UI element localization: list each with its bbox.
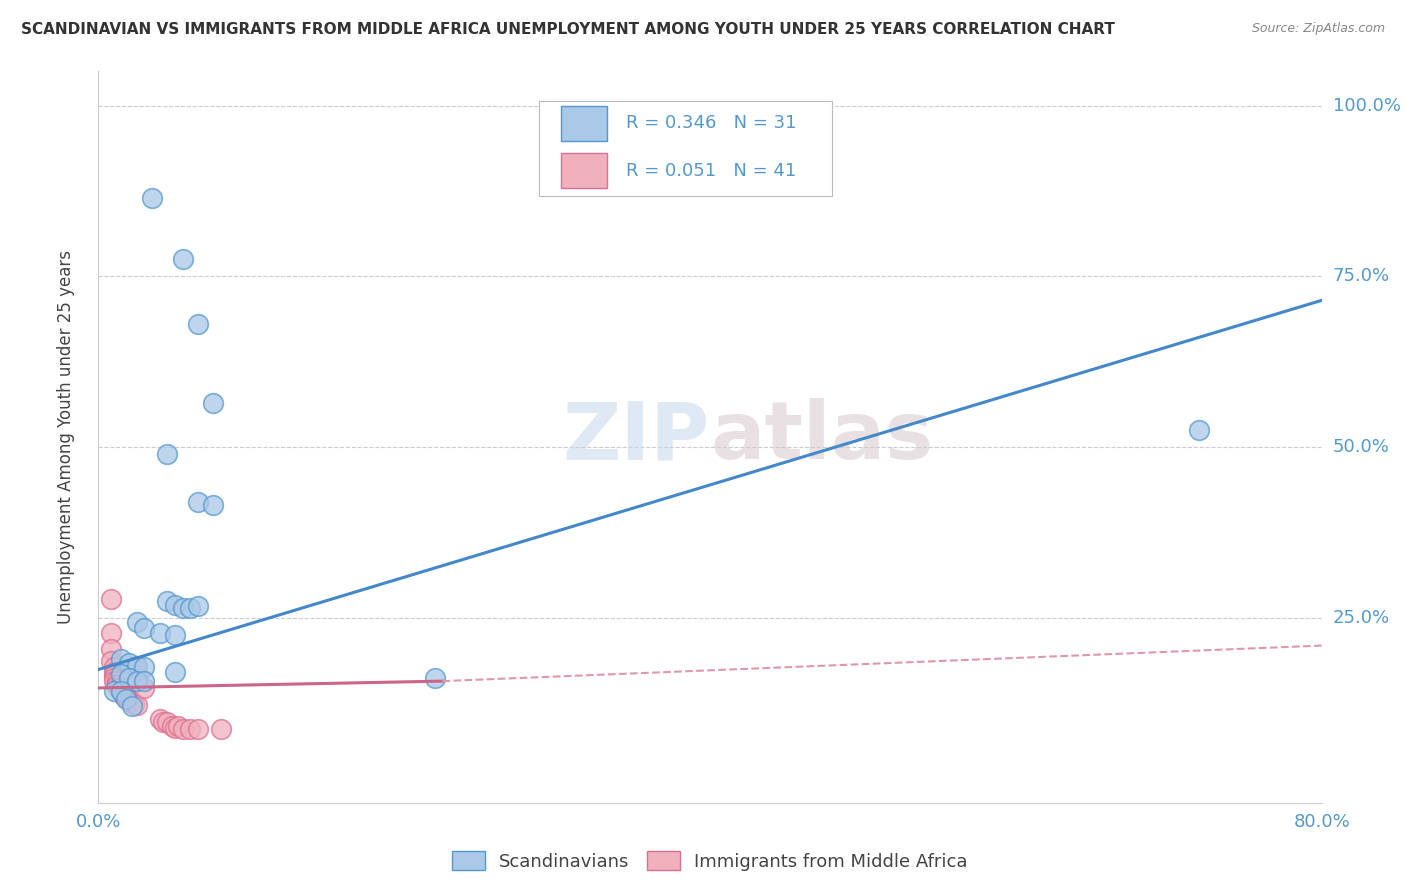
Point — [110, 652, 132, 666]
Text: 75.0%: 75.0% — [1333, 268, 1391, 285]
Point — [209, 722, 232, 736]
FancyBboxPatch shape — [538, 101, 832, 195]
Point — [160, 718, 183, 732]
Text: atlas: atlas — [710, 398, 934, 476]
Text: 25.0%: 25.0% — [1333, 609, 1391, 627]
Point — [103, 684, 125, 698]
Point — [115, 691, 138, 706]
Bar — [561, 153, 607, 188]
Point — [125, 659, 148, 673]
Point — [179, 722, 201, 736]
Point — [120, 695, 142, 709]
Y-axis label: Unemployment Among Youth under 25 years: Unemployment Among Youth under 25 years — [56, 250, 75, 624]
Text: 50.0%: 50.0% — [1333, 438, 1389, 457]
Point — [125, 674, 148, 689]
Point — [134, 674, 156, 689]
Point — [149, 712, 172, 726]
Point — [118, 671, 141, 685]
Point — [134, 660, 156, 674]
Point — [107, 681, 129, 695]
Point — [110, 684, 132, 698]
Point — [172, 601, 194, 615]
Point — [202, 499, 225, 513]
Point — [117, 691, 139, 706]
Point — [202, 396, 225, 410]
Legend: Scandinavians, Immigrants from Middle Africa: Scandinavians, Immigrants from Middle Af… — [444, 844, 976, 878]
Bar — [561, 106, 607, 141]
Point — [110, 667, 132, 681]
Text: R = 0.051   N = 41: R = 0.051 N = 41 — [626, 161, 796, 180]
Point — [163, 628, 186, 642]
Point — [156, 715, 179, 730]
Point — [125, 698, 148, 712]
Text: Source: ZipAtlas.com: Source: ZipAtlas.com — [1251, 22, 1385, 36]
Text: SCANDINAVIAN VS IMMIGRANTS FROM MIDDLE AFRICA UNEMPLOYMENT AMONG YOUTH UNDER 25 : SCANDINAVIAN VS IMMIGRANTS FROM MIDDLE A… — [21, 22, 1115, 37]
Point — [103, 660, 125, 674]
Point — [187, 318, 209, 332]
Point — [134, 622, 156, 636]
Point — [118, 693, 141, 707]
Point — [179, 601, 201, 615]
Point — [100, 642, 122, 657]
Point — [105, 674, 128, 689]
Point — [121, 698, 143, 713]
Text: ZIP: ZIP — [562, 398, 710, 476]
Point — [120, 693, 142, 707]
Point — [103, 665, 125, 679]
Point — [111, 688, 134, 702]
Point — [118, 656, 141, 670]
Point — [103, 674, 125, 689]
Point — [111, 685, 134, 699]
Point — [172, 722, 194, 736]
Point — [121, 695, 143, 709]
Point — [163, 665, 186, 679]
Point — [110, 684, 132, 698]
Point — [187, 495, 209, 509]
Point — [100, 654, 122, 668]
Point — [100, 592, 122, 607]
Point — [115, 689, 138, 703]
Text: R = 0.346   N = 31: R = 0.346 N = 31 — [626, 114, 796, 132]
Text: 100.0%: 100.0% — [1333, 96, 1400, 114]
Point — [103, 672, 125, 686]
Point — [122, 697, 145, 711]
Point — [112, 689, 135, 703]
Point — [163, 598, 186, 612]
Point — [423, 672, 446, 686]
Point — [163, 721, 186, 735]
Point — [156, 447, 179, 461]
Point — [103, 668, 125, 682]
Point — [110, 685, 132, 699]
Point — [156, 594, 179, 608]
Point — [115, 692, 138, 706]
Point — [172, 252, 194, 267]
Point — [108, 681, 131, 695]
Point — [100, 626, 122, 640]
Point — [118, 692, 141, 706]
Point — [167, 718, 190, 732]
Point — [141, 191, 163, 205]
Point — [152, 715, 174, 730]
Point — [187, 599, 209, 613]
Point — [134, 681, 156, 695]
Point — [124, 660, 146, 674]
Point — [187, 722, 209, 736]
Point — [125, 615, 148, 629]
Point — [149, 626, 172, 640]
Point — [1188, 423, 1211, 437]
Point — [105, 678, 128, 692]
Point — [105, 677, 128, 691]
